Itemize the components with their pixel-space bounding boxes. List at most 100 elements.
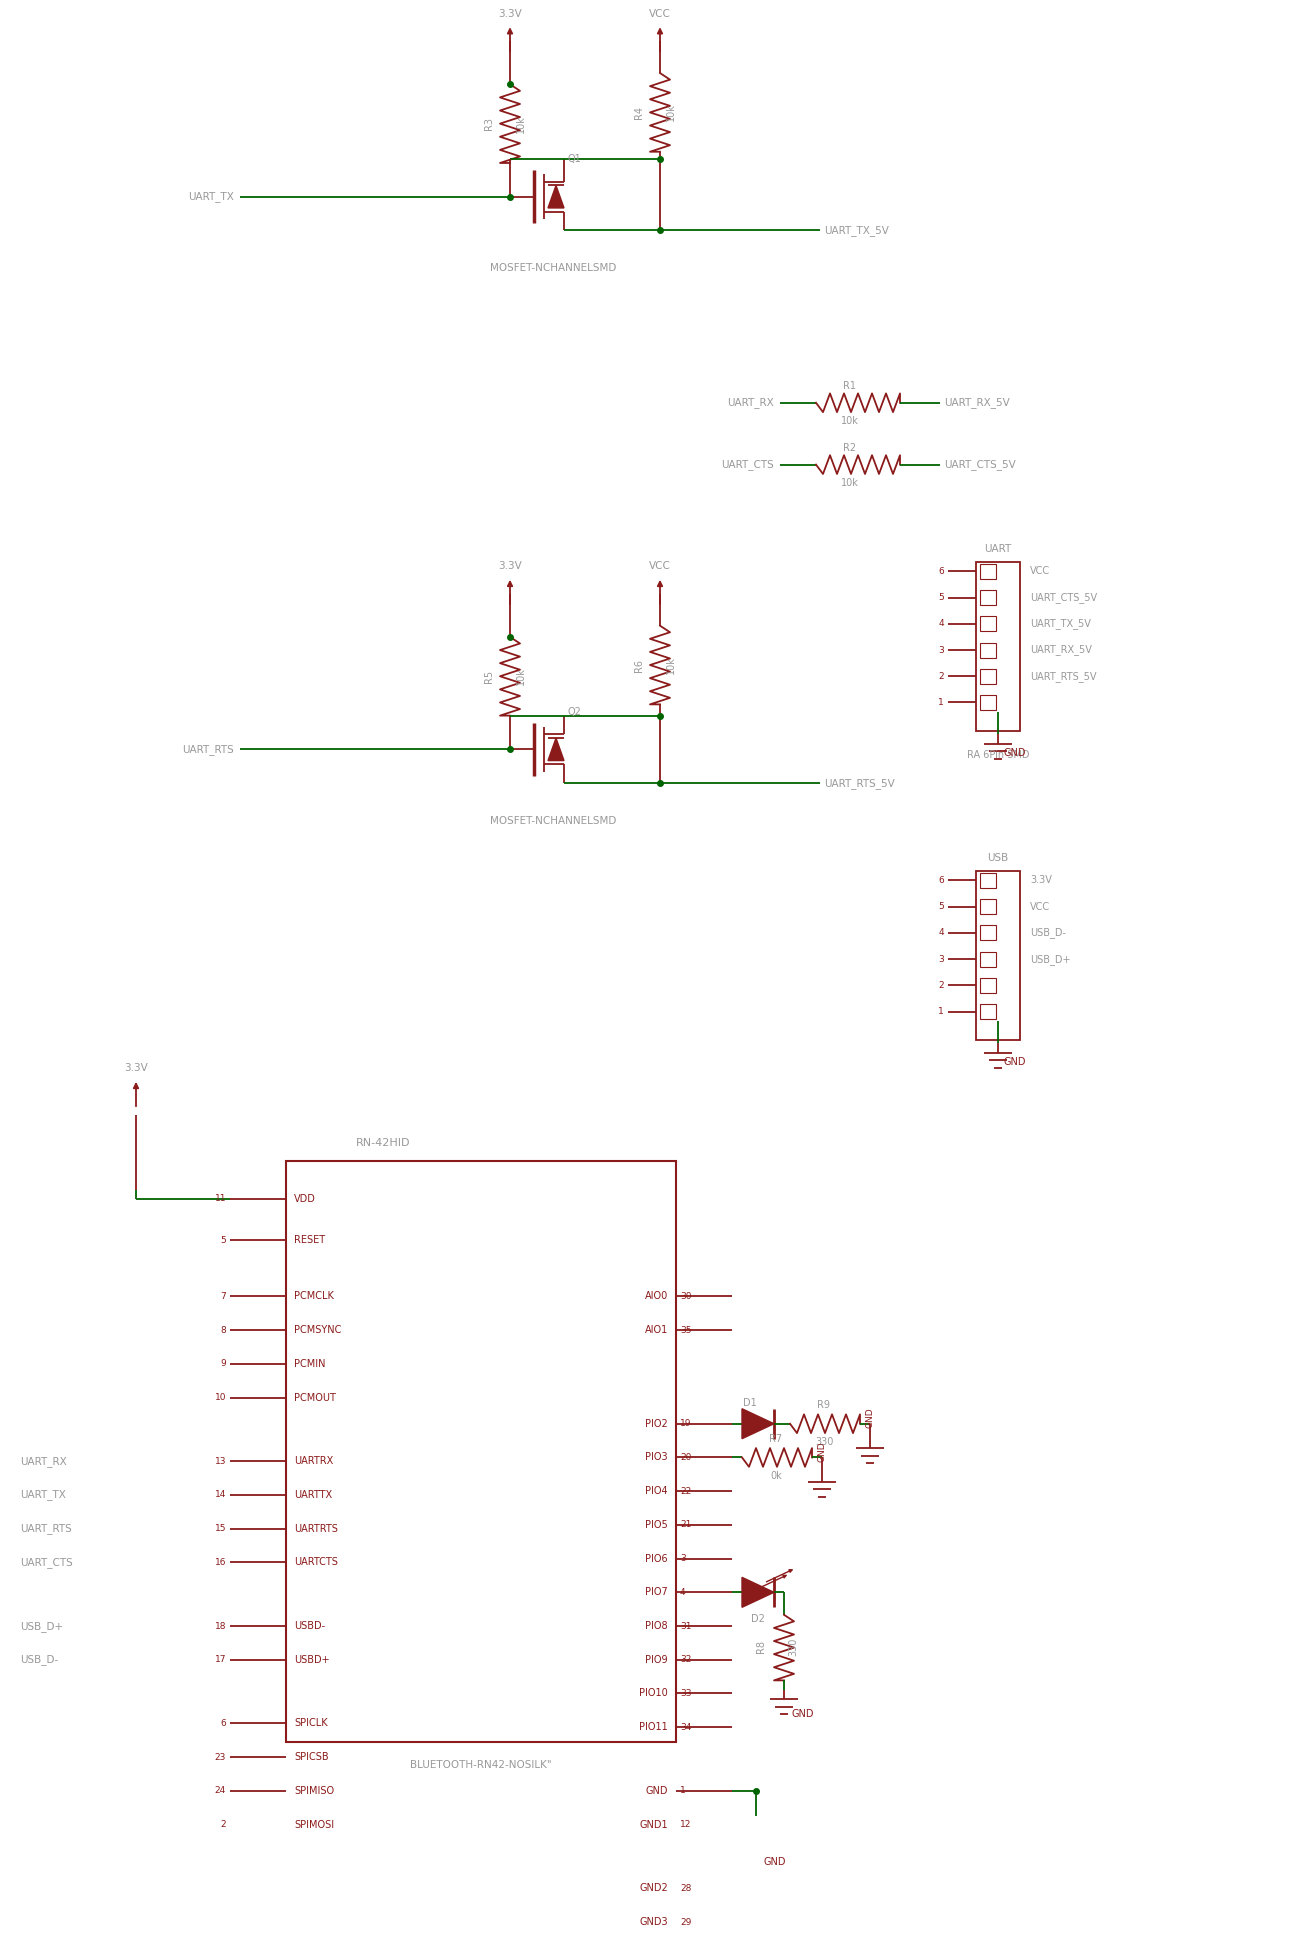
Polygon shape: [742, 1410, 774, 1439]
Polygon shape: [548, 186, 564, 207]
Bar: [980, 669, 995, 684]
Text: VCC: VCC: [1029, 566, 1050, 576]
Text: 1: 1: [938, 1006, 944, 1016]
Text: R1: R1: [844, 380, 857, 392]
Text: 16: 16: [215, 1557, 226, 1567]
Text: VCC: VCC: [649, 10, 671, 19]
Text: 3: 3: [680, 1553, 685, 1563]
Bar: [286, 1161, 676, 1743]
Text: 10k: 10k: [841, 479, 859, 489]
Text: 19: 19: [680, 1419, 692, 1429]
Text: UART_RTS_5V: UART_RTS_5V: [824, 778, 895, 789]
Text: 17: 17: [215, 1656, 226, 1664]
Text: 10k: 10k: [515, 114, 526, 132]
Bar: [980, 694, 995, 710]
Text: GND: GND: [818, 1441, 827, 1462]
Text: Q2: Q2: [568, 708, 582, 717]
Text: GND: GND: [866, 1408, 875, 1429]
Text: 2: 2: [220, 1821, 226, 1828]
Text: UART: UART: [985, 543, 1011, 555]
Text: 4: 4: [938, 619, 944, 628]
Text: 13: 13: [215, 1456, 226, 1466]
Text: 8: 8: [220, 1326, 226, 1334]
Text: AIO0: AIO0: [645, 1291, 668, 1301]
Text: 33: 33: [680, 1689, 692, 1699]
Text: 28: 28: [680, 1885, 692, 1892]
Text: SPIMOSI: SPIMOSI: [294, 1819, 334, 1830]
Text: UART_RX_5V: UART_RX_5V: [1029, 644, 1092, 655]
Bar: [980, 925, 995, 940]
Text: 6: 6: [938, 566, 944, 576]
Text: PIO9: PIO9: [645, 1654, 668, 1666]
Text: R6: R6: [634, 659, 644, 671]
Text: AIO1: AIO1: [645, 1324, 668, 1336]
Text: USB_D-: USB_D-: [1029, 927, 1066, 938]
Bar: [980, 564, 995, 580]
Text: R7: R7: [769, 1433, 782, 1445]
Text: GND: GND: [764, 1858, 786, 1867]
Text: 31: 31: [680, 1621, 692, 1631]
Bar: [980, 873, 995, 888]
Text: RESET: RESET: [294, 1235, 326, 1245]
Text: R9: R9: [818, 1400, 831, 1410]
Bar: [980, 952, 995, 968]
Text: RA 6Pin SMD: RA 6Pin SMD: [967, 750, 1029, 760]
Text: PIO5: PIO5: [645, 1520, 668, 1530]
Text: 1: 1: [938, 698, 944, 708]
Text: R3: R3: [484, 116, 494, 130]
Text: 10k: 10k: [666, 103, 676, 122]
Text: R8: R8: [756, 1640, 766, 1654]
Text: PIO10: PIO10: [640, 1689, 668, 1699]
Text: USBD-: USBD-: [294, 1621, 326, 1631]
Text: 9: 9: [220, 1359, 226, 1369]
Text: UART_TX: UART_TX: [188, 192, 234, 202]
Text: 2: 2: [938, 671, 944, 681]
Text: PCMOUT: PCMOUT: [294, 1392, 336, 1402]
Text: 18: 18: [215, 1621, 226, 1631]
Bar: [980, 617, 995, 632]
Text: UARTTX: UARTTX: [294, 1489, 332, 1501]
Text: BLUETOOTH-RN42-NOSILK": BLUETOOTH-RN42-NOSILK": [411, 1761, 552, 1770]
Text: PCMIN: PCMIN: [294, 1359, 326, 1369]
Text: 3: 3: [938, 646, 944, 655]
Text: 15: 15: [215, 1524, 226, 1534]
Text: PIO11: PIO11: [640, 1722, 668, 1732]
Text: UART_RTS: UART_RTS: [20, 1524, 72, 1534]
Text: R4: R4: [634, 107, 644, 118]
Text: UART_RTS: UART_RTS: [182, 745, 234, 754]
Text: GND: GND: [1005, 1057, 1027, 1066]
Bar: [976, 562, 1020, 731]
Text: GND2: GND2: [640, 1883, 668, 1892]
Text: R5: R5: [484, 669, 494, 683]
Text: 10k: 10k: [841, 417, 859, 427]
Bar: [980, 642, 995, 657]
Text: MOSFET-NCHANNELSMD: MOSFET-NCHANNELSMD: [490, 264, 616, 273]
Text: VCC: VCC: [1029, 902, 1050, 911]
Text: GND1: GND1: [640, 1819, 668, 1830]
Text: UARTCTS: UARTCTS: [294, 1557, 337, 1567]
Text: 21: 21: [680, 1520, 692, 1530]
Text: Q1: Q1: [568, 155, 582, 165]
Text: 5: 5: [938, 902, 944, 911]
Text: PIO8: PIO8: [645, 1621, 668, 1631]
Text: UART_TX: UART_TX: [20, 1489, 65, 1501]
Text: 23: 23: [215, 1753, 226, 1763]
Text: 14: 14: [215, 1491, 226, 1499]
Bar: [976, 871, 1020, 1039]
Text: USB_D+: USB_D+: [20, 1621, 63, 1631]
Text: SPICLK: SPICLK: [294, 1718, 327, 1728]
Text: USB_D-: USB_D-: [20, 1654, 59, 1666]
Text: 20: 20: [680, 1452, 692, 1462]
Text: USB_D+: USB_D+: [1029, 954, 1070, 964]
Text: R2: R2: [844, 442, 857, 452]
Text: 0k: 0k: [770, 1472, 782, 1481]
Text: USB: USB: [988, 853, 1008, 863]
Text: 30: 30: [680, 1291, 692, 1301]
Text: UARTRTS: UARTRTS: [294, 1524, 337, 1534]
Text: 6: 6: [220, 1720, 226, 1728]
Text: 29: 29: [680, 1918, 692, 1927]
Text: GND: GND: [1005, 748, 1027, 758]
Text: UART_CTS_5V: UART_CTS_5V: [944, 460, 1016, 469]
Text: 1: 1: [680, 1786, 685, 1796]
Bar: [980, 977, 995, 993]
